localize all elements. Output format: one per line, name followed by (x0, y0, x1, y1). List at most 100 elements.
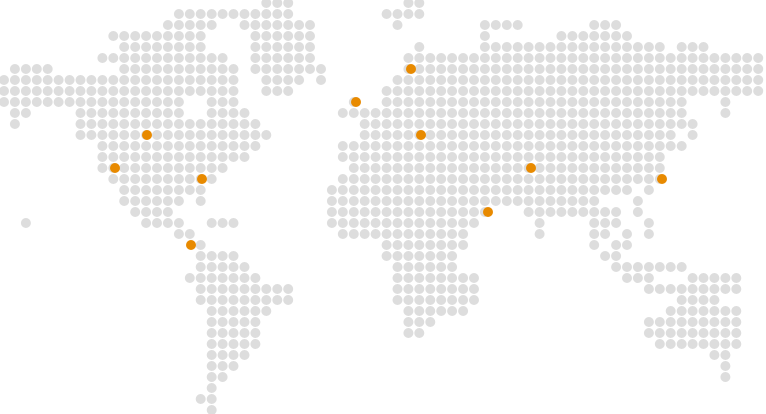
land-dot (108, 130, 119, 140)
land-dot (447, 273, 458, 283)
land-dot (479, 64, 490, 74)
land-dot (348, 207, 359, 217)
land-dot (414, 97, 425, 107)
land-dot (567, 174, 578, 184)
land-dot (403, 229, 414, 239)
land-dot (545, 97, 556, 107)
land-dot (173, 64, 184, 74)
location-marker (197, 174, 207, 184)
land-dot (359, 119, 370, 129)
land-dot (436, 207, 447, 217)
land-dot (97, 119, 108, 129)
land-dot (611, 130, 622, 140)
land-dot (501, 42, 512, 52)
land-dot (545, 86, 556, 96)
land-dot (501, 141, 512, 151)
land-dot (206, 328, 217, 338)
land-dot (600, 174, 611, 184)
land-dot (305, 53, 315, 63)
land-dot (698, 64, 709, 74)
land-dot (359, 108, 370, 118)
land-dot (490, 42, 501, 52)
land-dot (141, 108, 152, 118)
land-dot (720, 339, 731, 349)
land-dot (632, 163, 643, 173)
land-dot (217, 119, 228, 129)
land-dot (425, 75, 436, 85)
land-dot (632, 119, 643, 129)
land-dot (589, 64, 600, 74)
land-dot (326, 207, 337, 217)
land-dot (97, 108, 108, 118)
land-dot (676, 119, 687, 129)
land-dot (469, 163, 479, 173)
land-dot (611, 20, 622, 30)
land-dot (632, 207, 643, 217)
land-dot (414, 174, 425, 184)
land-dot (152, 163, 162, 173)
land-dot (250, 141, 261, 151)
land-dot (206, 372, 217, 382)
land-dot (403, 218, 414, 228)
land-dot (490, 97, 501, 107)
land-dot (195, 141, 206, 151)
land-dot (447, 185, 458, 195)
land-dot (567, 152, 578, 162)
land-dot (370, 163, 381, 173)
land-dot (731, 317, 742, 327)
land-dot (643, 185, 654, 195)
land-dot (578, 141, 589, 151)
land-dot (228, 317, 239, 327)
land-dot (676, 75, 687, 85)
land-dot (676, 86, 687, 96)
land-dot (283, 64, 294, 74)
land-dot (414, 207, 425, 217)
land-dot (42, 75, 53, 85)
land-dot (622, 86, 632, 96)
land-dot (469, 86, 479, 96)
land-dot (676, 53, 687, 63)
land-dot (326, 218, 337, 228)
land-dot (458, 218, 469, 228)
land-dot (195, 152, 206, 162)
land-dot (534, 229, 545, 239)
land-dot (20, 64, 31, 74)
land-dot (731, 75, 742, 85)
land-dot (534, 64, 545, 74)
land-dot (130, 130, 141, 140)
land-dot (665, 317, 676, 327)
land-dot (469, 53, 479, 63)
land-dot (9, 75, 20, 85)
land-dot (501, 119, 512, 129)
land-dot (195, 251, 206, 261)
land-dot (184, 141, 195, 151)
land-dot (228, 361, 239, 371)
land-dot (447, 163, 458, 173)
land-dot (392, 141, 403, 151)
land-dot (403, 240, 414, 250)
land-dot (469, 218, 479, 228)
land-dot (676, 64, 687, 74)
land-dot (184, 64, 195, 74)
land-dot (578, 196, 589, 206)
land-dot (632, 130, 643, 140)
land-dot (119, 86, 130, 96)
land-dot (578, 86, 589, 96)
land-dot (162, 75, 173, 85)
land-dot (381, 240, 392, 250)
land-dot (403, 75, 414, 85)
land-dot (578, 97, 589, 107)
land-dot (217, 163, 228, 173)
land-dot (490, 86, 501, 96)
land-dot (512, 141, 523, 151)
land-dot (425, 262, 436, 272)
land-dot (20, 86, 31, 96)
land-dot (206, 53, 217, 63)
land-dot (611, 64, 622, 74)
land-dot (447, 306, 458, 316)
land-dot (523, 196, 534, 206)
land-dot (141, 119, 152, 129)
land-dot (239, 295, 250, 305)
land-dot (753, 64, 764, 74)
land-dot (141, 64, 152, 74)
